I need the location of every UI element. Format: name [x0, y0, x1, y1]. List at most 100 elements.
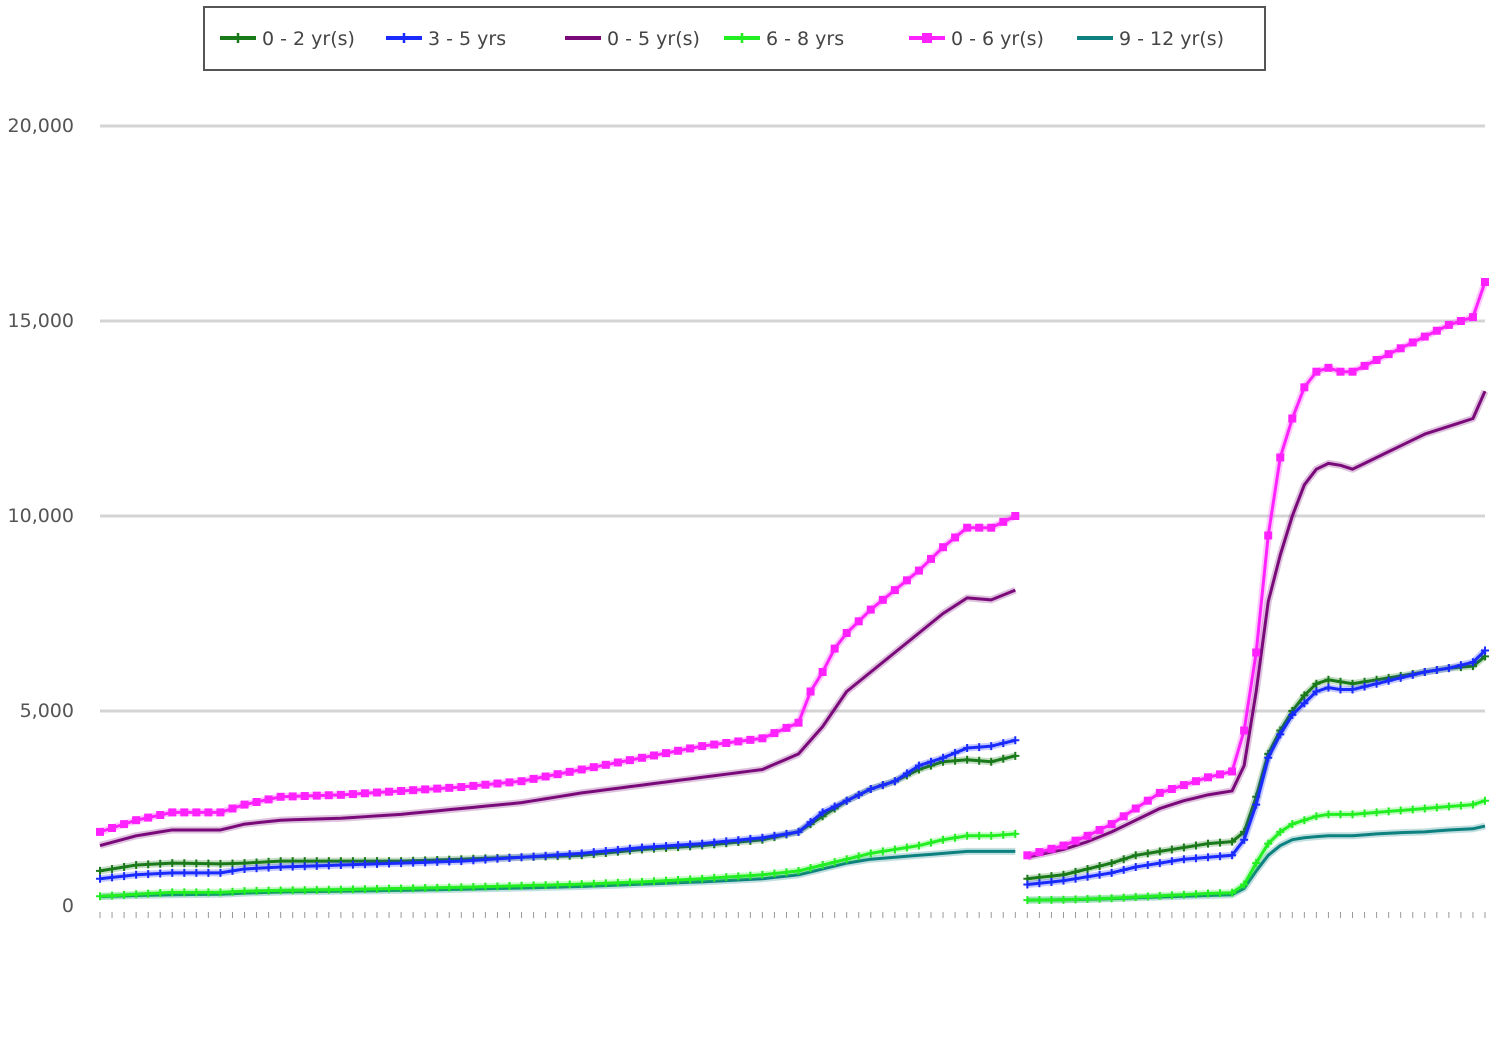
data-point: [300, 886, 309, 895]
data-point: [975, 523, 984, 532]
data-point: [746, 871, 755, 880]
data-point: [108, 891, 117, 900]
data-point: [433, 784, 442, 793]
data-point: [1276, 453, 1285, 462]
data-point: [1071, 874, 1080, 883]
y-axis-ticks: 0 5,000 10,000 15,000 20,000: [8, 115, 74, 917]
data-point: [1408, 805, 1417, 814]
data-point: [481, 855, 490, 864]
data-point: [902, 576, 911, 585]
data-point: [469, 856, 478, 865]
data-point: [553, 770, 562, 779]
data-point: [1191, 854, 1200, 863]
data-point: [1228, 851, 1237, 860]
data-point: [541, 851, 550, 860]
data-point: [842, 796, 851, 805]
data-point: [445, 857, 454, 866]
data-point: [120, 872, 129, 881]
data-point: [156, 811, 165, 819]
data-point: [288, 862, 297, 871]
data-point: [734, 737, 743, 746]
data-point: [1143, 861, 1152, 870]
data-point: [1348, 685, 1357, 694]
y-tick-label: 5,000: [20, 700, 74, 722]
data-point: [493, 779, 502, 788]
data-point: [336, 885, 345, 894]
data-point: [1481, 646, 1489, 655]
data-point: [854, 790, 863, 799]
data-point: [577, 765, 586, 774]
data-point: [493, 854, 502, 863]
legend-label: 6 - 8 yrs: [766, 28, 844, 50]
data-point: [963, 755, 972, 764]
data-point: [746, 735, 755, 744]
data-point: [1167, 857, 1176, 866]
data-point: [1119, 893, 1128, 902]
data-point: [1228, 837, 1237, 846]
data-point: [156, 869, 165, 878]
data-point: [252, 886, 261, 895]
data-point: [1119, 865, 1128, 874]
data-point: [1468, 800, 1477, 809]
data-point: [674, 875, 683, 884]
data-point: [192, 859, 201, 868]
data-point: [1312, 687, 1321, 696]
data-point: [975, 743, 984, 752]
data-point: [409, 858, 418, 867]
data-point: [698, 874, 707, 883]
data-point: [999, 754, 1008, 763]
data-point: [481, 780, 490, 789]
data-point: [1107, 820, 1116, 829]
data-point: [457, 883, 466, 892]
data-point: [469, 781, 478, 790]
data-point: [939, 835, 948, 844]
data-point: [1191, 890, 1200, 899]
data-point: [710, 838, 719, 847]
legend-marker: [233, 33, 243, 43]
data-point: [180, 888, 189, 897]
data-point: [963, 523, 972, 532]
data-point: [156, 889, 165, 897]
data-point: [385, 884, 394, 893]
data-point: [613, 758, 622, 767]
data-point: [204, 859, 213, 868]
data-point: [927, 757, 935, 766]
data-point: [385, 859, 394, 868]
data-point: [517, 777, 526, 786]
data-point: [505, 854, 514, 863]
data-point: [686, 744, 695, 753]
data-point: [878, 847, 887, 856]
data-point: [818, 861, 827, 870]
data-point: [96, 827, 104, 836]
data-point: [204, 868, 213, 877]
data-point: [1131, 804, 1140, 813]
data-point: [180, 868, 189, 877]
data-point: [1348, 367, 1357, 376]
data-point: [746, 834, 755, 843]
data-point: [132, 890, 141, 899]
data-point: [421, 883, 430, 892]
data-point: [1481, 278, 1489, 286]
data-point: [1420, 668, 1429, 676]
data-point: [108, 864, 117, 873]
data-point: [878, 781, 887, 790]
data-point: [1191, 777, 1200, 786]
data-point: [710, 873, 719, 882]
data-point: [770, 831, 779, 840]
data-point: [1372, 808, 1381, 817]
data-point: [108, 873, 117, 882]
data-point: [1312, 679, 1321, 688]
data-point: [987, 757, 996, 766]
data-point: [180, 808, 189, 817]
data-point: [734, 872, 743, 881]
data-point: [1204, 889, 1212, 898]
data-point: [1348, 810, 1357, 819]
data-point: [927, 838, 935, 847]
data-point: [360, 885, 369, 894]
data-point: [1372, 356, 1381, 364]
data-point: [1179, 855, 1188, 864]
series-line-halo: [1026, 280, 1489, 859]
series-lines: [96, 278, 1489, 905]
data-point: [1240, 880, 1249, 889]
data-point: [565, 850, 574, 859]
